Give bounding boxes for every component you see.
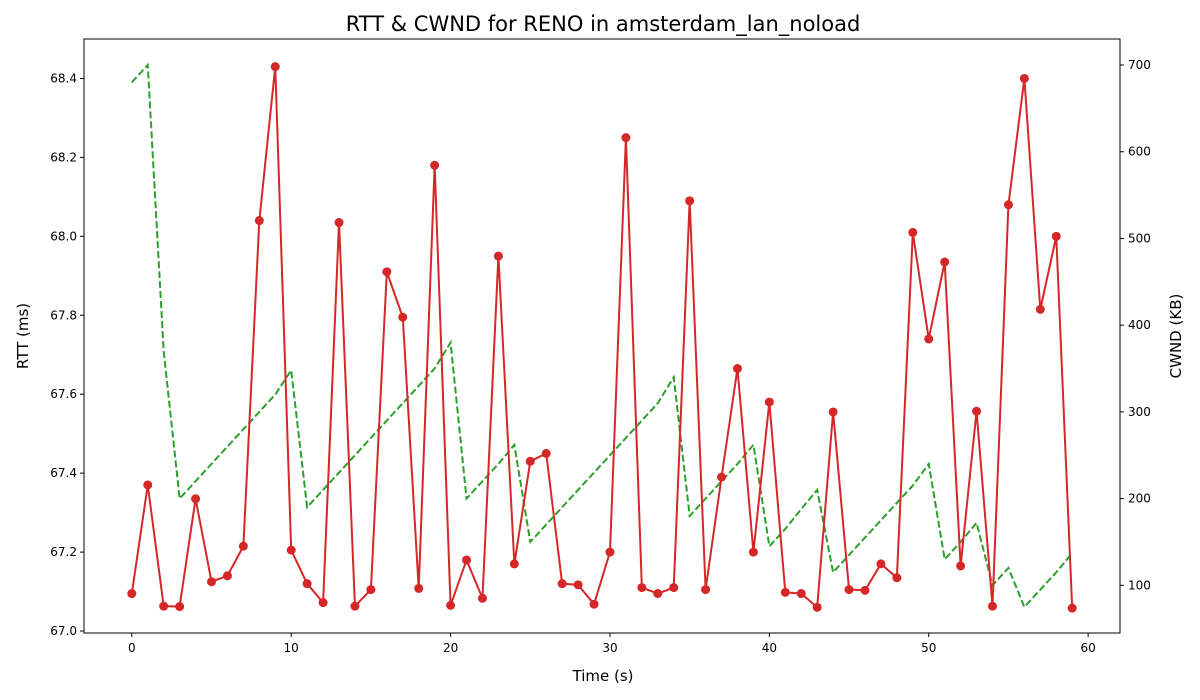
rtt-point <box>573 580 583 590</box>
rtt-point <box>653 589 663 599</box>
rtt-point <box>270 62 280 72</box>
rtt-point <box>605 547 615 557</box>
rtt-point <box>924 334 934 344</box>
y-left-tick-label: 67.4 <box>50 466 77 480</box>
rtt-point <box>764 397 774 407</box>
rtt-point <box>732 364 742 374</box>
rtt-point <box>1051 231 1061 241</box>
y-left-tick-label: 67.2 <box>50 545 77 559</box>
rtt-point <box>286 545 296 555</box>
rtt-point <box>621 133 631 143</box>
rtt-point <box>414 583 424 593</box>
rtt-point <box>844 585 854 595</box>
rtt-line <box>130 66 1074 610</box>
y-left-tick-label: 68.2 <box>50 150 77 164</box>
rtt-point <box>366 585 376 595</box>
rtt-point <box>828 407 838 417</box>
y-right-tick-label: 400 <box>1128 318 1151 332</box>
y-axis-right-label: CWND (KB) <box>1167 294 1185 379</box>
x-tick-label: 50 <box>921 641 936 655</box>
rtt-point <box>876 559 886 569</box>
y-right-tick-label: 700 <box>1128 58 1151 72</box>
rtt-point <box>780 587 790 597</box>
y-axis-left-label: RTT (ms) <box>14 303 32 369</box>
x-tick-label: 10 <box>284 641 299 655</box>
cwnd-series <box>131 62 1073 609</box>
rtt-point <box>159 601 169 611</box>
rtt-point <box>557 579 567 589</box>
rtt-point <box>525 456 535 466</box>
rtt-point <box>127 589 137 599</box>
rtt-point <box>1019 73 1029 83</box>
rtt-point <box>334 218 344 228</box>
rtt-point <box>191 494 201 504</box>
rtt-point <box>940 257 950 267</box>
y-right-tick-label: 100 <box>1128 578 1151 592</box>
x-tick-label: 30 <box>602 641 617 655</box>
rtt-point <box>238 541 248 551</box>
y-left-tick-label: 67.0 <box>50 624 77 638</box>
rtt-point <box>1003 200 1013 210</box>
rtt-point <box>669 583 679 593</box>
rtt-point <box>717 472 727 482</box>
rtt-point <box>987 601 997 611</box>
y-right-tick-label: 500 <box>1128 231 1151 245</box>
rtt-point <box>637 583 647 593</box>
chart-title: RTT & CWND for RENO in amsterdam_lan_nol… <box>346 12 861 37</box>
x-tick-label: 60 <box>1080 641 1095 655</box>
rtt-point <box>493 251 503 261</box>
rtt-point <box>860 585 870 595</box>
rtt-point <box>350 601 360 611</box>
rtt-point <box>318 598 328 608</box>
rtt-point <box>541 448 551 458</box>
rtt-point <box>748 547 758 557</box>
rtt-point <box>972 406 982 416</box>
y-left-tick-label: 67.8 <box>50 308 77 322</box>
rtt-point <box>477 593 487 603</box>
rtt-point <box>685 196 695 206</box>
rtt-point <box>143 480 153 490</box>
rtt-point <box>254 216 264 226</box>
rtt-point <box>796 589 806 599</box>
rtt-point <box>222 571 232 581</box>
rtt-point <box>382 267 392 277</box>
y-left-tick-label: 68.0 <box>50 229 77 243</box>
x-axis-label: Time (s) <box>572 667 634 685</box>
cwnd-line <box>131 62 1073 609</box>
rtt-point <box>1035 304 1045 314</box>
rtt-point <box>908 227 918 237</box>
rtt-point <box>302 579 312 589</box>
rtt-point <box>207 577 217 587</box>
rtt-point <box>430 160 440 170</box>
y-right-tick-label: 300 <box>1128 405 1151 419</box>
plot-frame <box>83 38 1121 634</box>
axes: 0 10 20 30 40 50 60 67.0 67.2 67.4 67.6 67.8 68.0 68.… <box>50 38 1151 655</box>
rtt-point <box>589 599 599 609</box>
rtt-point <box>1067 603 1077 613</box>
rtt-point <box>892 573 902 583</box>
y-right-tick-label: 600 <box>1128 145 1151 159</box>
rtt-point <box>462 555 472 565</box>
x-tick-label: 20 <box>443 641 458 655</box>
rtt-point <box>701 585 711 595</box>
x-tick-label: 0 <box>128 641 136 655</box>
rtt-point <box>446 600 456 610</box>
rtt-point <box>398 312 408 322</box>
rtt-point <box>812 602 822 612</box>
rtt-series <box>127 62 1077 613</box>
y-left-tick-label: 68.4 <box>50 71 77 85</box>
y-right-tick-label: 200 <box>1128 492 1151 506</box>
x-tick-label: 40 <box>762 641 777 655</box>
rtt-point <box>956 561 966 571</box>
y-left-tick-label: 67.6 <box>50 387 77 401</box>
rtt-point <box>175 602 185 612</box>
rtt-point <box>509 559 519 569</box>
